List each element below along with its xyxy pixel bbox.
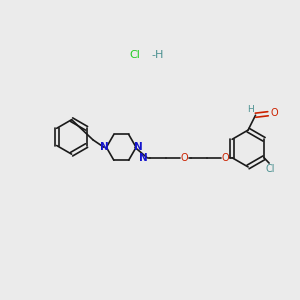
Text: N: N <box>134 142 142 152</box>
Text: H: H <box>247 105 253 114</box>
Text: O: O <box>222 153 230 163</box>
Text: Cl: Cl <box>266 164 275 174</box>
Text: -H: -H <box>152 50 164 60</box>
Text: Cl: Cl <box>130 50 141 60</box>
Text: N: N <box>100 142 109 152</box>
Text: O: O <box>270 108 278 118</box>
Text: N: N <box>139 153 148 163</box>
Text: O: O <box>181 153 188 163</box>
